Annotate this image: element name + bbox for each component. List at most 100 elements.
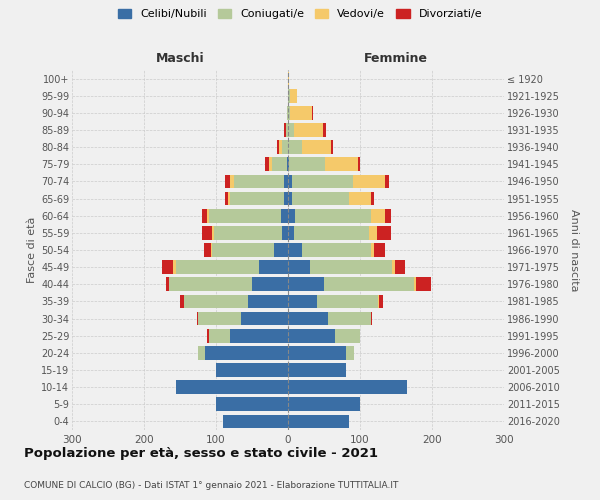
Bar (371, 243, 374, 257)
Bar (176, 260, 259, 274)
Bar (173, 260, 176, 274)
Bar (284, 123, 286, 137)
Bar (230, 192, 284, 205)
Bar (294, 226, 370, 239)
Bar (288, 363, 346, 377)
Bar (317, 294, 378, 308)
Bar (228, 192, 230, 205)
Bar (204, 243, 211, 257)
Bar (379, 294, 383, 308)
Bar (289, 158, 325, 171)
Bar (292, 174, 353, 188)
Y-axis label: Fasce di età: Fasce di età (26, 217, 37, 283)
Bar (202, 209, 208, 222)
Text: COMUNE DI CALCIO (BG) - Dati ISTAT 1° gennaio 2021 - Elaborazione TUTTITALIA.IT: COMUNE DI CALCIO (BG) - Dati ISTAT 1° ge… (24, 480, 398, 490)
Bar (180, 294, 184, 308)
Bar (282, 226, 288, 239)
Bar (248, 294, 288, 308)
Bar (288, 123, 294, 137)
Bar (370, 226, 377, 239)
Bar (385, 209, 391, 222)
Bar (277, 140, 278, 154)
Bar (290, 89, 298, 102)
Bar (371, 312, 372, 326)
Bar (331, 140, 334, 154)
Bar (224, 192, 228, 205)
Bar (328, 312, 371, 326)
Bar (230, 329, 288, 342)
Bar (294, 123, 323, 137)
Bar (208, 209, 209, 222)
Bar (288, 192, 292, 205)
Bar (176, 380, 288, 394)
Bar (224, 174, 230, 188)
Bar (241, 312, 288, 326)
Bar (216, 363, 288, 377)
Bar (212, 243, 274, 257)
Bar (325, 158, 358, 171)
Bar (198, 312, 241, 326)
Bar (323, 123, 326, 137)
Bar (288, 329, 335, 342)
Bar (284, 174, 288, 188)
Bar (272, 158, 287, 171)
Bar (259, 260, 288, 274)
Bar (214, 226, 282, 239)
Bar (288, 72, 289, 86)
Bar (184, 294, 248, 308)
Bar (288, 278, 324, 291)
Bar (414, 278, 416, 291)
Bar (378, 294, 379, 308)
Bar (288, 226, 294, 239)
Bar (269, 158, 272, 171)
Bar (211, 243, 212, 257)
Text: Popolazione per età, sesso e stato civile - 2021: Popolazione per età, sesso e stato civil… (24, 448, 378, 460)
Bar (288, 380, 407, 394)
Bar (282, 140, 288, 154)
Bar (288, 260, 310, 274)
Bar (302, 140, 331, 154)
Bar (284, 192, 288, 205)
Bar (288, 243, 302, 257)
Legend: Celibi/Nubili, Coniugati/e, Vedovi/e, Divorziati/e: Celibi/Nubili, Coniugati/e, Vedovi/e, Di… (115, 6, 485, 22)
Bar (287, 158, 288, 171)
Y-axis label: Anni di nascita: Anni di nascita (569, 209, 579, 291)
Bar (310, 260, 392, 274)
Bar (288, 89, 290, 102)
Bar (212, 226, 214, 239)
Bar (371, 192, 374, 205)
Bar (166, 278, 169, 291)
Bar (392, 260, 395, 274)
Bar (353, 174, 385, 188)
Bar (358, 158, 360, 171)
Bar (230, 174, 234, 188)
Bar (287, 106, 288, 120)
Bar (274, 243, 288, 257)
Bar (324, 278, 414, 291)
Bar (286, 123, 288, 137)
Bar (209, 209, 281, 222)
Bar (288, 398, 360, 411)
Bar (288, 312, 328, 326)
Text: Femmine: Femmine (364, 52, 428, 65)
Bar (335, 329, 360, 342)
Bar (288, 414, 349, 428)
Bar (395, 260, 406, 274)
Text: Maschi: Maschi (155, 52, 205, 65)
Bar (223, 414, 288, 428)
Bar (278, 140, 282, 154)
Bar (377, 226, 391, 239)
Bar (265, 158, 269, 171)
Bar (169, 278, 252, 291)
Bar (295, 209, 371, 222)
Bar (288, 294, 317, 308)
Bar (281, 209, 288, 222)
Bar (349, 192, 371, 205)
Bar (208, 329, 209, 342)
Bar (371, 209, 385, 222)
Bar (416, 278, 431, 291)
Bar (302, 243, 371, 257)
Bar (288, 158, 289, 171)
Bar (288, 140, 302, 154)
Bar (288, 106, 290, 120)
